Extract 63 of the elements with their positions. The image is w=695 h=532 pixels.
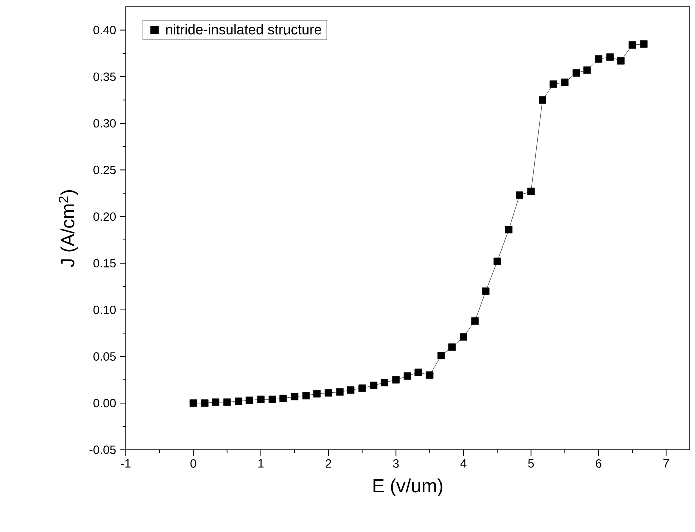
legend-label: nitride-insulated structure [166,24,322,35]
point [313,390,321,398]
y-tick-label: 0.35 [94,72,116,82]
y-tick-label: 0.30 [94,119,116,128]
point [268,396,276,404]
point [404,372,412,380]
x-axis-title: E (v/um) [374,478,443,496]
x-tick-label: 0 [190,460,196,468]
point [482,288,490,296]
point [448,344,456,352]
point [324,389,332,397]
y-tick-label: 0.15 [94,259,116,268]
x-tick-label: 7 [664,460,670,468]
x-tick-label: 6 [596,460,602,468]
x-tick-label: -1 [121,460,131,468]
point [505,226,513,234]
point [617,57,625,65]
point [516,192,524,200]
x-tick-label: 1 [258,460,264,468]
point [291,393,299,401]
x-tick-label: 3 [393,460,399,468]
y-tick-label: 0.10 [94,306,116,314]
point [392,376,400,384]
point [494,258,502,266]
point [595,56,603,63]
point [381,379,388,387]
y-tick-label: 0.40 [94,26,116,35]
point [235,398,243,406]
y-tick-label: 0.20 [94,212,116,222]
point [628,42,636,49]
point [347,386,355,394]
y-tick-label: 0.05 [94,352,116,361]
point [584,66,592,74]
y-axis-title: J (A/cm$^{2}$) [58,190,78,268]
point [302,392,310,400]
x-tick-label: 4 [460,460,467,468]
y-tick-label: 0.25 [94,166,116,174]
point [528,188,535,196]
y-tick-label: 0.00 [94,399,116,408]
point [212,398,220,406]
point [426,372,434,380]
point [460,333,468,341]
point [572,70,580,77]
point [640,40,648,48]
point [370,382,378,390]
point [257,396,265,404]
point [358,384,366,392]
point [336,388,344,396]
point [224,398,232,406]
point [539,96,546,104]
point [550,80,558,88]
point [561,78,569,86]
point [201,400,209,408]
point [246,396,254,404]
point [190,400,198,408]
x-tick-label: 5 [528,460,534,468]
x-tick-label: 2 [326,460,332,468]
point [280,394,288,402]
point [438,352,446,360]
y-tick-label: -0.05 [90,446,116,454]
point [472,318,479,325]
point [414,368,422,376]
point [606,54,614,62]
